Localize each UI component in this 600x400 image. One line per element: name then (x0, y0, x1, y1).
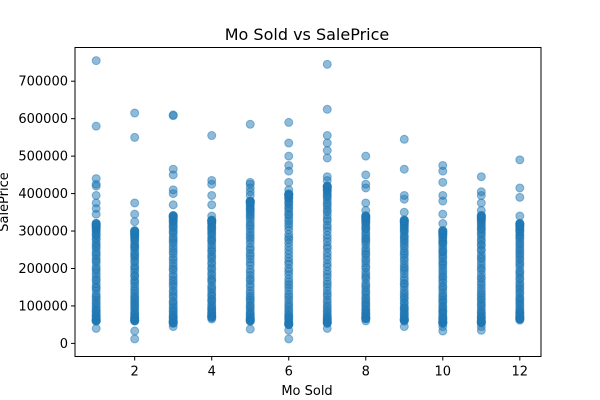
data-point (245, 177, 255, 187)
x-tick-label: 2 (131, 365, 139, 380)
data-point (361, 205, 371, 215)
data-point (438, 190, 448, 200)
data-point (91, 174, 101, 184)
data-point (130, 326, 140, 336)
x-tick-label: 12 (512, 365, 529, 380)
data-points (91, 56, 525, 344)
data-point (284, 151, 294, 161)
data-point (284, 160, 294, 170)
y-tick-label: 600000 (18, 112, 68, 127)
y-tick-label: 0 (60, 337, 68, 352)
x-tick-label: 4 (208, 365, 216, 380)
data-point (168, 211, 178, 221)
data-point (399, 322, 409, 332)
data-point (168, 322, 178, 332)
data-point (130, 198, 140, 208)
data-point (322, 138, 332, 148)
data-point (438, 219, 448, 229)
data-point (515, 211, 525, 221)
data-point (361, 198, 371, 208)
y-axis: 0 100000 200000 300000 400000 500000 600000 700… (18, 75, 75, 352)
data-point (168, 200, 178, 210)
data-point (438, 177, 448, 187)
y-tick-label: 300000 (18, 225, 68, 240)
x-tick-label: 6 (285, 365, 293, 380)
data-point (130, 132, 140, 142)
data-point (515, 192, 525, 202)
data-point (515, 219, 525, 229)
data-point (284, 325, 294, 335)
data-point (91, 218, 101, 228)
data-point (476, 198, 486, 208)
y-tick-label: 100000 (18, 299, 68, 314)
x-axis: 2 4 6 8 10 12 (131, 356, 529, 380)
data-point (399, 190, 409, 200)
data-point (207, 211, 217, 221)
data-point (399, 207, 409, 217)
data-point (284, 138, 294, 148)
data-point (515, 315, 525, 325)
chart-title: Mo Sold vs SalePrice (225, 25, 389, 44)
data-point (168, 185, 178, 195)
data-point (361, 316, 371, 326)
data-point (207, 131, 217, 141)
data-point (322, 153, 332, 163)
data-point (284, 177, 294, 187)
data-point (322, 172, 332, 182)
data-point (207, 175, 217, 185)
data-point (245, 119, 255, 129)
y-tick-label: 700000 (18, 75, 68, 90)
data-point (476, 205, 486, 215)
data-point (130, 108, 140, 118)
data-point (399, 134, 409, 144)
data-point (91, 190, 101, 200)
data-point (322, 131, 332, 141)
data-point (322, 59, 332, 69)
data-point (476, 322, 486, 332)
data-point (130, 334, 140, 344)
data-point (361, 151, 371, 161)
y-tick-label: 200000 (18, 262, 68, 277)
data-point (207, 200, 217, 210)
x-tick-label: 10 (435, 365, 452, 380)
y-axis-label: SalePrice (0, 172, 12, 232)
x-axis-label: Mo Sold (281, 384, 332, 399)
data-point (91, 323, 101, 333)
data-point (284, 334, 294, 344)
data-point (476, 187, 486, 197)
data-point (168, 164, 178, 174)
data-point (322, 104, 332, 114)
data-point (130, 209, 140, 219)
data-point (438, 209, 448, 219)
data-point (91, 198, 101, 208)
plot-area-frame (74, 47, 542, 357)
data-point (476, 172, 486, 182)
data-point (207, 314, 217, 324)
data-point (515, 183, 525, 193)
data-point (322, 323, 332, 333)
data-point (284, 117, 294, 127)
data-point (91, 56, 101, 66)
data-point (245, 324, 255, 334)
data-point (361, 179, 371, 189)
data-point (322, 146, 332, 155)
data-point (130, 217, 140, 227)
data-point (284, 185, 294, 195)
data-point (438, 160, 448, 170)
y-tick-label: 400000 (18, 187, 68, 202)
data-point (168, 110, 178, 120)
data-point (399, 215, 409, 225)
data-point (361, 170, 371, 180)
data-point (130, 227, 140, 237)
data-point (515, 155, 525, 165)
data-point (399, 164, 409, 174)
y-tick-label: 500000 (18, 150, 68, 165)
data-point (438, 322, 448, 332)
data-point (91, 121, 101, 131)
x-tick-label: 8 (362, 365, 370, 380)
data-point (207, 190, 217, 200)
